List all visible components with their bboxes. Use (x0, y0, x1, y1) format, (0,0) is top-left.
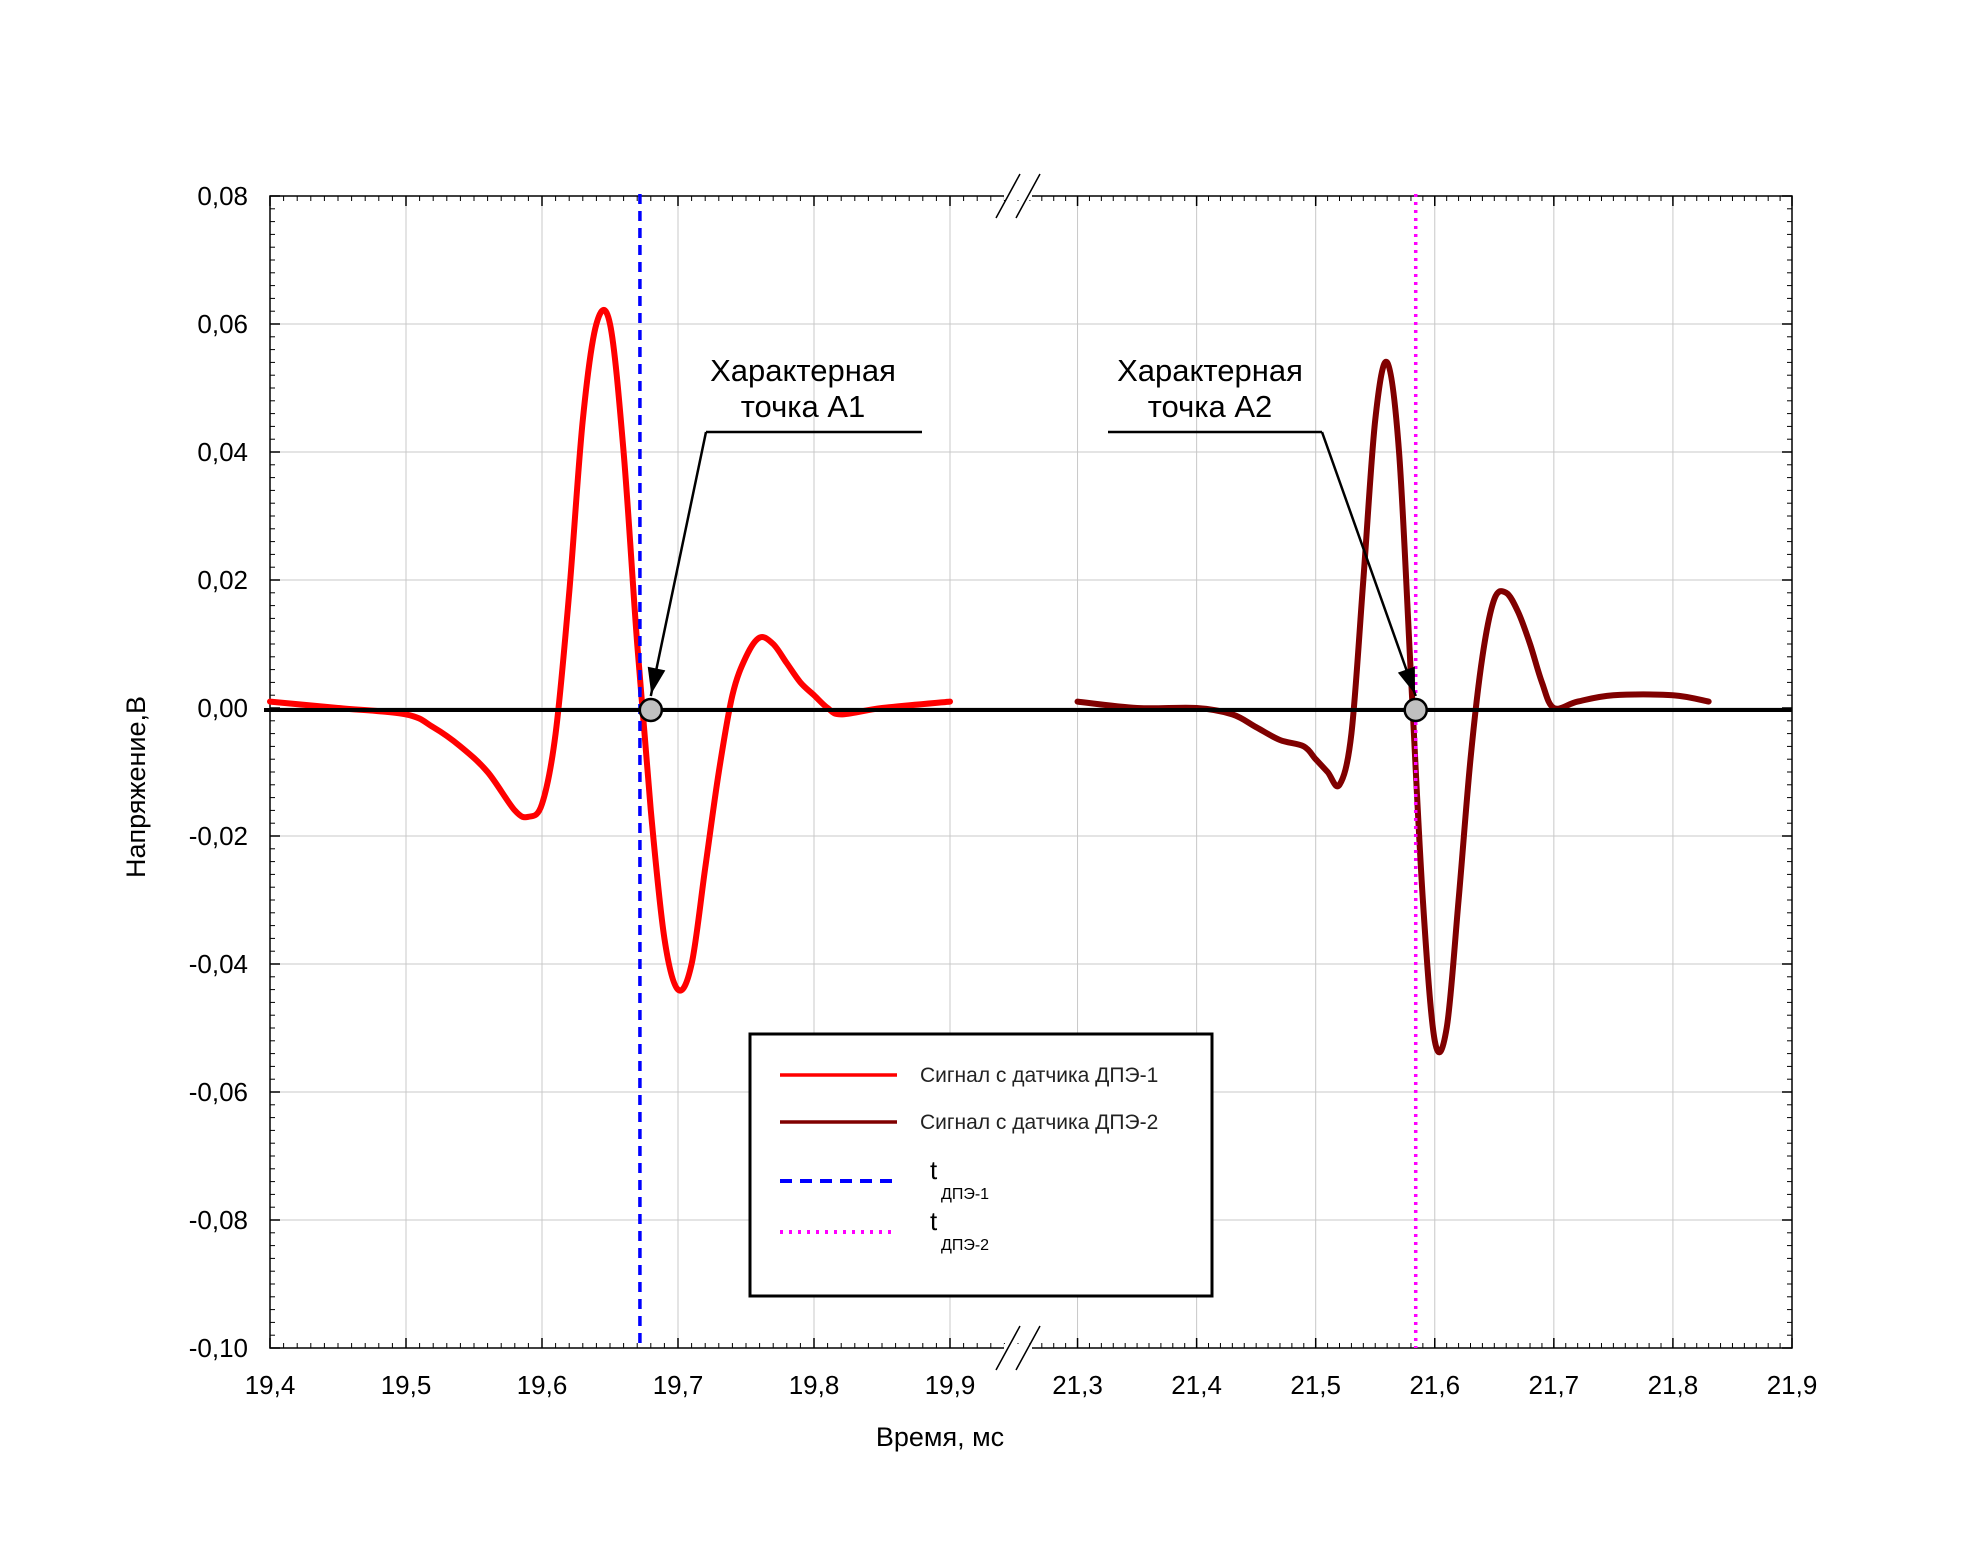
y-tick-label: 0,08 (197, 181, 248, 211)
y-tick-label: -0,10 (189, 1333, 248, 1363)
series-layer (264, 194, 1792, 1348)
axis-break-slash (995, 173, 1021, 219)
annotation-arrow-line (1320, 431, 1417, 697)
annotation-subtitle: точка А2 (1148, 389, 1273, 424)
x-tick-label: 19,5 (381, 1370, 432, 1400)
legend-label: t (930, 1155, 938, 1185)
characteristic-point-marker (1403, 697, 1428, 723)
annotation-arrowhead (1397, 666, 1416, 695)
legend: Сигнал с датчика ДПЭ-1 Сигнал с датчика Д… (748, 1032, 1214, 1298)
legend-label: Сигнал с датчика ДПЭ-2 (920, 1111, 1158, 1134)
x-tick-label: 19,4 (245, 1370, 296, 1400)
annotation-title: Характерная (1117, 353, 1303, 388)
series-line-0 (267, 307, 953, 994)
axis-break-gap (1004, 192, 1032, 200)
series-line-1 (1074, 358, 1712, 1056)
axis-break-slash (1015, 173, 1041, 219)
legend-label: Сигнал с датчика ДПЭ-1 (920, 1064, 1158, 1087)
x-tick-label: 21,5 (1290, 1370, 1341, 1400)
axis-break-slash (1015, 1325, 1041, 1371)
characteristic-point-marker (638, 697, 664, 723)
x-tick-label: 21,7 (1529, 1370, 1580, 1400)
y-tick-label: -0,02 (189, 821, 248, 851)
y-tick-label: -0,04 (189, 949, 248, 979)
annotation-title: Характерная (710, 353, 896, 388)
x-tick-label: 19,8 (789, 1370, 840, 1400)
x-tick-label: 19,9 (925, 1370, 976, 1400)
annotation-subtitle: точка А1 (741, 389, 866, 424)
y-tick-label: 0,02 (197, 565, 248, 595)
axis-break-gap (1004, 1344, 1032, 1352)
annotation-arrowhead (647, 666, 666, 695)
x-tick-label: 21,8 (1648, 1370, 1699, 1400)
legend-label-subscript: ДПЭ-2 (941, 1237, 989, 1254)
y-axis-title: Напряжение,В (121, 696, 151, 878)
axis-break-slash (995, 1325, 1021, 1371)
x-tick-labels: 19,4 19,5 19,6 19,7 19,8 19,9 21,3 21,4 21,5 21,6… (245, 1370, 1818, 1400)
x-tick-label: 21,3 (1052, 1370, 1103, 1400)
legend-label: t (930, 1206, 938, 1236)
minor-ticks (269, 195, 1793, 1349)
x-axis-title: Время, мс (876, 1422, 1004, 1452)
x-tick-label: 21,9 (1767, 1370, 1818, 1400)
y-tick-label: 0,00 (197, 693, 248, 723)
y-tick-labels: 0,08 0,06 0,04 0,02 0,00 -0,02 -0,04 -0,06 -0,08… (189, 181, 248, 1363)
y-tick-label: -0,06 (189, 1077, 248, 1107)
y-tick-label: 0,06 (197, 309, 248, 339)
legend-label-subscript: ДПЭ-1 (941, 1186, 989, 1203)
x-tick-label: 21,6 (1409, 1370, 1460, 1400)
annotation-arrow-line (649, 431, 708, 697)
axis-break-marks (995, 173, 1041, 1371)
x-tick-label: 19,7 (653, 1370, 704, 1400)
x-tick-label: 19,6 (517, 1370, 568, 1400)
y-tick-label: -0,08 (189, 1205, 248, 1235)
legend-box (748, 1032, 1214, 1298)
y-tick-label: 0,04 (197, 437, 248, 467)
x-tick-label: 21,4 (1171, 1370, 1222, 1400)
